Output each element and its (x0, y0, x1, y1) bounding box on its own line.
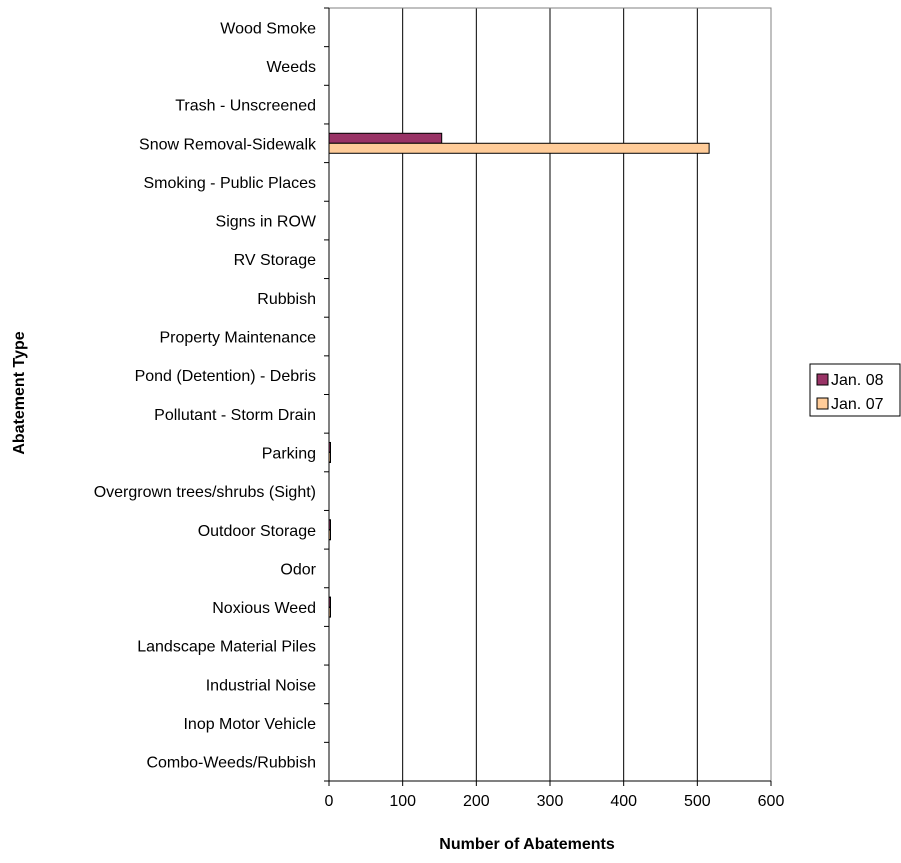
category-label: Outdoor Storage (198, 523, 316, 540)
bars (328, 132, 710, 618)
legend-label: Jan. 08 (831, 372, 884, 389)
x-tick-label: 400 (610, 793, 637, 810)
bar-jan-07 (328, 142, 710, 154)
x-tick-label: 500 (684, 793, 711, 810)
x-axis-title: Number of Abatements (439, 836, 615, 853)
x-tick-label: 200 (463, 793, 490, 810)
category-label: Noxious Weed (212, 600, 316, 617)
category-label: Weeds (266, 59, 316, 76)
category-label: Snow Removal-Sidewalk (139, 136, 317, 153)
category-label: Pollutant - Storm Drain (154, 407, 316, 424)
category-label: Inop Motor Vehicle (183, 716, 316, 733)
category-label: Odor (280, 561, 316, 578)
legend-swatch (816, 397, 829, 410)
x-tick-label: 100 (389, 793, 416, 810)
category-label: Trash - Unscreened (175, 98, 316, 115)
legend: Jan. 08 Jan. 07 (809, 363, 901, 417)
x-tick-label: 300 (537, 793, 564, 810)
legend-swatch (816, 373, 829, 386)
y-axis-title: Abatement Type (11, 331, 28, 454)
x-tick-labels: 0 100 200 300 400 500 600 (325, 781, 785, 810)
category-label: Smoking - Public Places (143, 175, 316, 192)
category-label: RV Storage (234, 252, 317, 269)
category-label: Property Maintenance (159, 330, 316, 347)
category-label: Pond (Detention) - Debris (135, 368, 316, 385)
bar-jan-08 (328, 132, 443, 144)
category-label: Rubbish (257, 291, 316, 308)
category-label: Combo-Weeds/Rubbish (146, 755, 316, 772)
x-tick-label: 0 (325, 793, 334, 810)
category-label: Industrial Noise (206, 677, 316, 694)
category-label: Wood Smoke (220, 20, 316, 37)
category-labels: Wood Smoke Weeds Trash - Unscreened Snow Re… (94, 7, 329, 782)
category-label: Signs in ROW (216, 214, 317, 231)
category-label: Overgrown trees/shrubs (Sight) (94, 484, 316, 501)
x-tick-label: 600 (758, 793, 785, 810)
legend-label: Jan. 07 (831, 396, 884, 413)
category-label: Landscape Material Piles (137, 639, 316, 656)
gridlines (402, 8, 698, 781)
category-label: Parking (262, 445, 316, 462)
